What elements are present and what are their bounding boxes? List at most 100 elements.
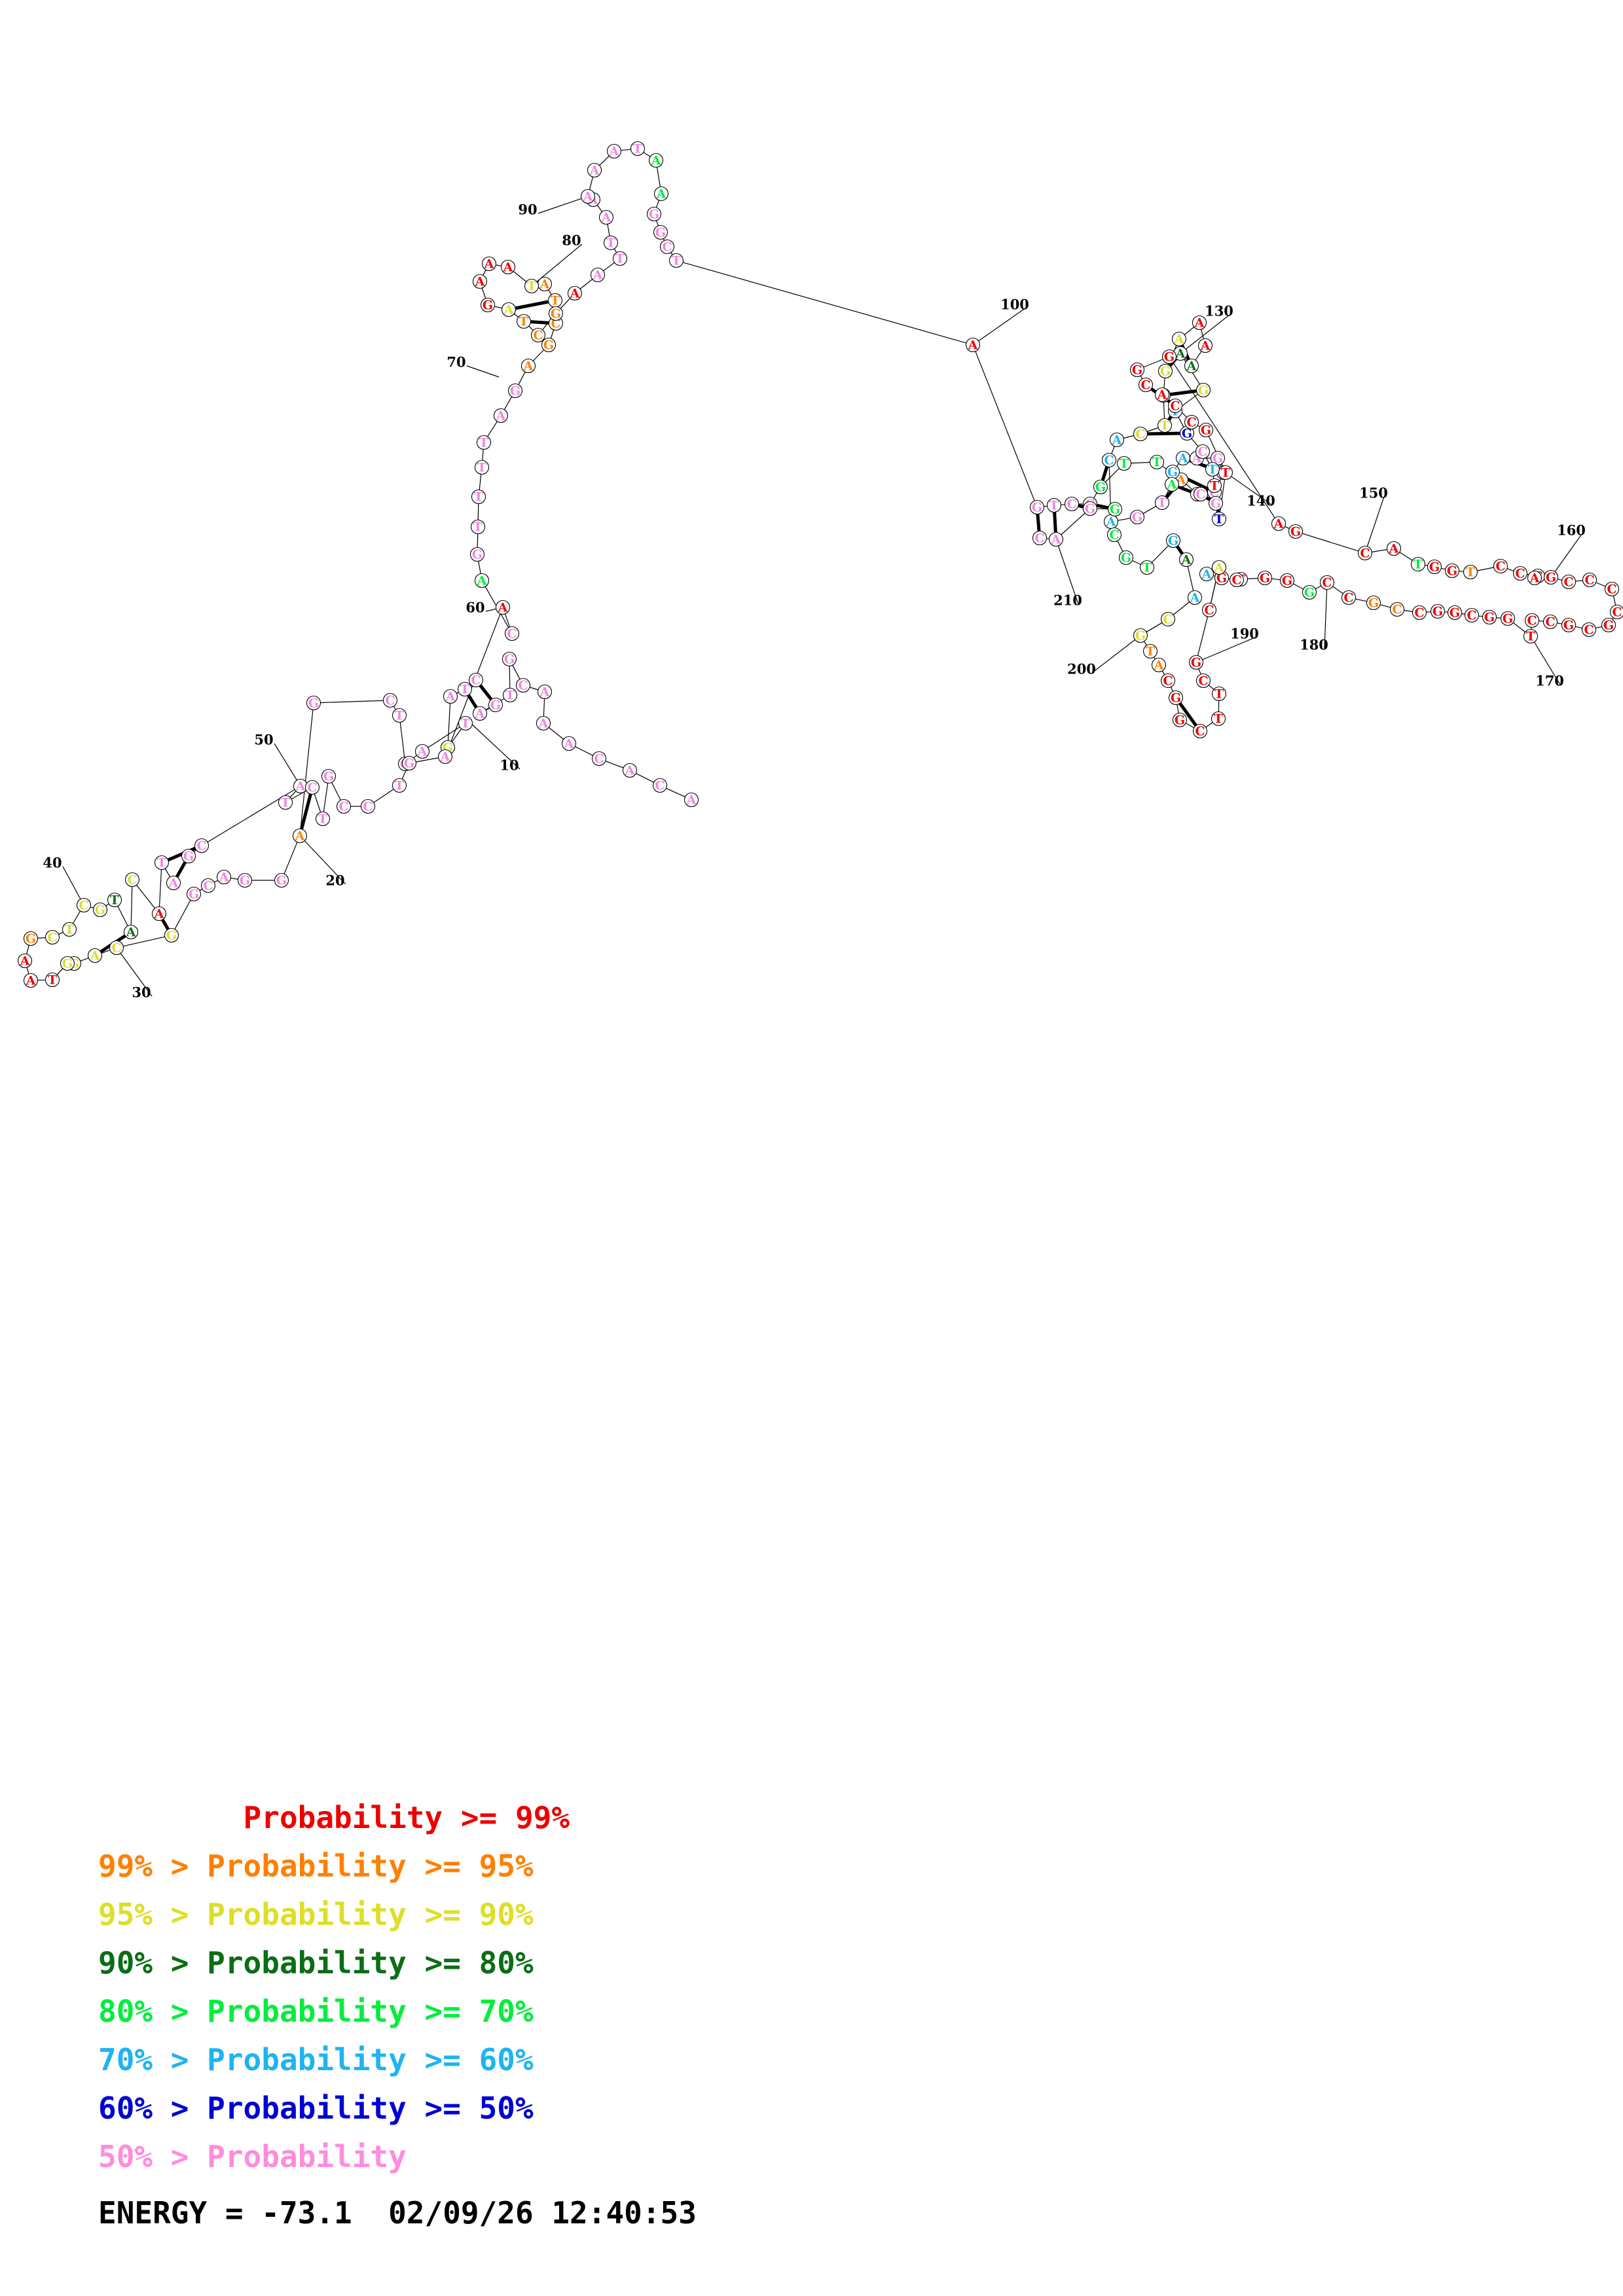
backbone-link xyxy=(1104,467,1120,483)
nucleotide-base-letter: A xyxy=(1106,515,1116,529)
position-label-leader xyxy=(1091,635,1141,673)
legend-row-4: 80% > Probability >= 70% xyxy=(98,1994,534,2029)
position-number-label: 10 xyxy=(500,757,519,774)
backbone-link xyxy=(1170,687,1174,692)
nucleotide: G xyxy=(1543,569,1559,585)
nucleotide: G xyxy=(507,383,523,399)
nucleotide-circle xyxy=(1279,573,1295,588)
nucleotide-circle xyxy=(1168,690,1184,706)
nucleotide-base-letter: A xyxy=(1194,316,1205,331)
nucleotide-base-letter: T xyxy=(474,490,483,505)
nucleotide-base-letter: G xyxy=(1368,596,1379,611)
position-label-leader xyxy=(62,866,84,906)
nucleotide: A xyxy=(472,706,488,721)
nucleotide: A xyxy=(1048,531,1064,547)
nucleotide-circle xyxy=(1149,454,1165,470)
nucleotide-circle xyxy=(480,297,496,313)
backbone-link xyxy=(666,787,685,798)
backbone-link xyxy=(636,773,654,783)
nucleotide-base-letter: C xyxy=(1563,575,1573,590)
nucleotide-circle xyxy=(1542,614,1558,630)
nucleotide-circle xyxy=(1160,611,1176,627)
nucleotide-base-letter: G xyxy=(240,874,250,888)
nucleotide-circle xyxy=(541,337,556,353)
nucleotide-circle xyxy=(1116,456,1132,471)
nucleotide: A xyxy=(684,792,699,808)
probability-legend: Probability >= 99% 99% > Probability >= … xyxy=(0,1793,1623,2237)
nucleotide: T xyxy=(1116,456,1132,471)
nucleotide-base-letter: C xyxy=(111,941,121,956)
nucleotide: A xyxy=(166,875,181,891)
position-label-leader xyxy=(1055,539,1079,605)
nucleotide: T xyxy=(1211,511,1227,527)
nucleotide-circle xyxy=(1218,465,1233,480)
nucleotide-circle xyxy=(1195,382,1211,398)
nucleotide: T xyxy=(1046,497,1062,513)
nucleotide-base-letter: T xyxy=(606,236,615,251)
nucleotide: T xyxy=(1463,564,1478,580)
nucleotide: A xyxy=(1192,315,1207,331)
base-pair-bond xyxy=(530,320,549,325)
nucleotide-circle xyxy=(474,573,490,588)
nucleotide-base-letter: G xyxy=(1085,502,1095,516)
backbone-link xyxy=(529,687,539,691)
nucleotide: G xyxy=(1133,628,1148,643)
nucleotide-circle xyxy=(76,897,92,913)
nucleotide: C xyxy=(1106,527,1122,543)
nucleotide-circle xyxy=(216,869,232,885)
nucleotide-base-letter: A xyxy=(477,574,487,588)
backbone-link xyxy=(174,899,191,930)
backbone-link xyxy=(1596,582,1606,587)
nucleotide: G xyxy=(60,956,75,971)
backbone-link xyxy=(314,793,321,813)
nucleotide: G xyxy=(1161,349,1177,365)
legend-row-0: Probability >= 99% xyxy=(98,1800,570,1835)
nucleotide-base-letter: C xyxy=(1612,605,1622,620)
nucleotide-base-letter: A xyxy=(538,717,549,731)
nucleotide-circle xyxy=(1029,499,1045,515)
nucleotide: C xyxy=(1341,590,1357,605)
nucleotide: T xyxy=(470,519,486,535)
nucleotide: G xyxy=(1208,495,1224,511)
nucleotide-base-letter: C xyxy=(203,879,213,893)
nucleotide-circle xyxy=(1319,575,1335,590)
backbone-link xyxy=(158,869,162,907)
nucleotide-base-letter: A xyxy=(564,737,574,751)
nucleotide: G xyxy=(274,872,289,888)
nucleotide: C xyxy=(304,780,320,795)
nucleotide: A xyxy=(520,358,536,374)
nucleotide-base-letter: C xyxy=(307,781,317,795)
nucleotide-base-letter: C xyxy=(127,873,137,888)
nucleotide-base-letter: G xyxy=(276,874,287,888)
nucleotide: A xyxy=(17,953,33,969)
backbone-link xyxy=(596,205,603,212)
nucleotide-circle xyxy=(580,188,596,204)
nucleotide-base-letter: T xyxy=(672,254,681,268)
backbone-link xyxy=(670,252,673,255)
backbone-link xyxy=(1161,670,1165,675)
backbone-link xyxy=(1426,611,1431,613)
nucleotide-base-letter: T xyxy=(460,683,469,697)
backbone-link xyxy=(1372,549,1387,552)
nucleotide-circle xyxy=(1133,426,1148,442)
backbone-link xyxy=(1118,518,1131,521)
nucleotide-circle xyxy=(1357,545,1373,561)
nucleotide: T xyxy=(392,778,407,793)
nucleotide-base-letter: T xyxy=(157,856,166,870)
nucleotide-circle xyxy=(536,715,551,731)
backbone-link xyxy=(550,329,555,339)
nucleotide-base-letter: T xyxy=(461,717,470,731)
nucleotide: C xyxy=(1542,614,1558,630)
nucleotide-base-letter: A xyxy=(295,780,306,794)
backbone-link xyxy=(655,220,659,226)
nucleotide: C xyxy=(1160,611,1176,627)
nucleotide: A xyxy=(1211,560,1227,575)
nucleotide: G xyxy=(1366,595,1381,611)
nucleotide-circle xyxy=(1129,509,1145,525)
backbone-link xyxy=(1176,704,1179,713)
nucleotide-base-letter: C xyxy=(655,779,665,793)
nucleotide: A xyxy=(606,143,622,159)
nucleotide: G xyxy=(164,927,179,943)
nucleotide-circle xyxy=(60,956,75,971)
nucleotide-circle xyxy=(315,811,331,827)
